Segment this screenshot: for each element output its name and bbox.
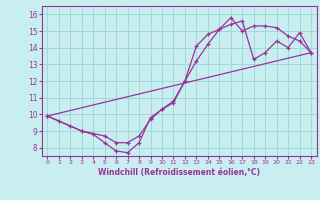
X-axis label: Windchill (Refroidissement éolien,°C): Windchill (Refroidissement éolien,°C) <box>98 168 260 177</box>
